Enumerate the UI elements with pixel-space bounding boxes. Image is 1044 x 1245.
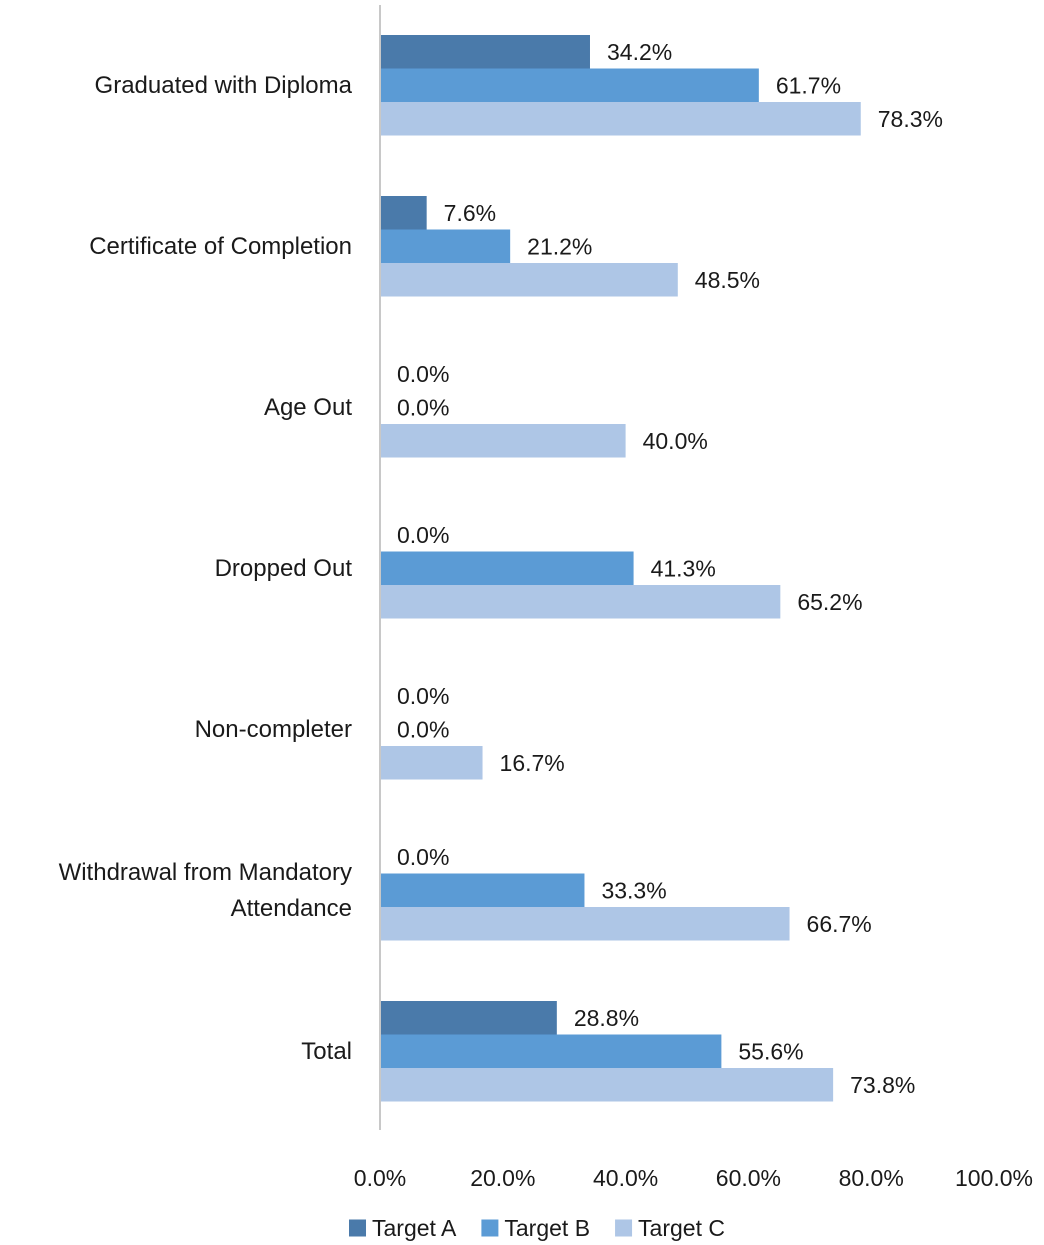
data-label: 28.8% <box>574 1005 639 1031</box>
bar-target-c-0 <box>380 102 861 136</box>
data-label: 0.0% <box>397 361 449 387</box>
bar-target-c-3 <box>380 585 781 619</box>
category-label: Total <box>301 1038 352 1065</box>
bar-target-b-5 <box>380 873 585 907</box>
legend-label-target-b: Target B <box>504 1215 590 1241</box>
category-label: Non-completer <box>195 716 352 743</box>
category-labels-layer: Graduated with Diploma Certificate of Com… <box>59 72 353 1065</box>
legend-swatch-target-c <box>615 1219 633 1237</box>
data-label: 65.2% <box>797 589 862 615</box>
legend-label-target-c: Target C <box>638 1215 725 1241</box>
data-label: 0.0% <box>397 394 449 420</box>
data-label: 40.0% <box>643 428 708 454</box>
data-label: 66.7% <box>807 911 872 937</box>
category-label: Dropped Out <box>215 555 353 582</box>
data-label: 7.6% <box>444 200 496 226</box>
data-label: 21.2% <box>527 233 592 259</box>
legend-swatch-target-b <box>481 1219 499 1237</box>
bar-target-c-6 <box>380 1068 834 1102</box>
category-label: Graduated with Diploma <box>95 72 353 99</box>
x-tick-label: 0.0% <box>354 1165 406 1191</box>
data-label: 0.0% <box>397 716 449 742</box>
x-tick-label: 100.0% <box>955 1165 1033 1191</box>
x-tick-label: 20.0% <box>470 1165 535 1191</box>
data-label: 55.6% <box>738 1038 803 1064</box>
bar-target-b-3 <box>380 551 634 585</box>
data-label: 0.0% <box>397 844 449 870</box>
bar-target-b-0 <box>380 68 759 102</box>
legend-label-target-a: Target A <box>372 1215 457 1241</box>
data-label: 34.2% <box>607 39 672 65</box>
data-label: 0.0% <box>397 522 449 548</box>
data-label: 41.3% <box>651 555 716 581</box>
x-tick-label: 60.0% <box>716 1165 781 1191</box>
x-tick-label: 40.0% <box>593 1165 658 1191</box>
bar-target-a-6 <box>380 1001 557 1035</box>
data-label: 48.5% <box>695 267 760 293</box>
bar-target-b-6 <box>380 1034 722 1068</box>
data-label: 16.7% <box>500 750 565 776</box>
category-label: Attendance <box>231 895 352 922</box>
bar-target-c-5 <box>380 907 790 941</box>
bar-target-a-1 <box>380 196 427 230</box>
data-label: 61.7% <box>776 72 841 98</box>
category-label: Withdrawal from Mandatory <box>59 859 352 886</box>
value-labels-layer: 34.2% 61.7% 78.3% 7.6% 21.2% 48.5% 0.0% 0.0% 40.… <box>397 39 943 1098</box>
x-tick-label: 80.0% <box>839 1165 904 1191</box>
bars-layer <box>380 35 861 1102</box>
tick-labels-layer: 0.0% 20.0% 40.0% 60.0% 80.0% 100.0% <box>354 1165 1033 1191</box>
category-label: Age Out <box>264 394 352 421</box>
data-label: 0.0% <box>397 683 449 709</box>
bar-target-b-1 <box>380 229 511 263</box>
data-label: 78.3% <box>878 106 943 132</box>
data-label: 73.8% <box>850 1072 915 1098</box>
legend-swatch-target-a <box>349 1219 367 1237</box>
bar-target-c-1 <box>380 263 678 297</box>
legend: Target A Target B Target C <box>349 1215 725 1241</box>
bar-target-a-0 <box>380 35 590 69</box>
bar-target-c-4 <box>380 746 483 780</box>
data-label: 33.3% <box>601 877 666 903</box>
bar-target-c-2 <box>380 424 626 458</box>
category-label: Certificate of Completion <box>89 233 352 260</box>
